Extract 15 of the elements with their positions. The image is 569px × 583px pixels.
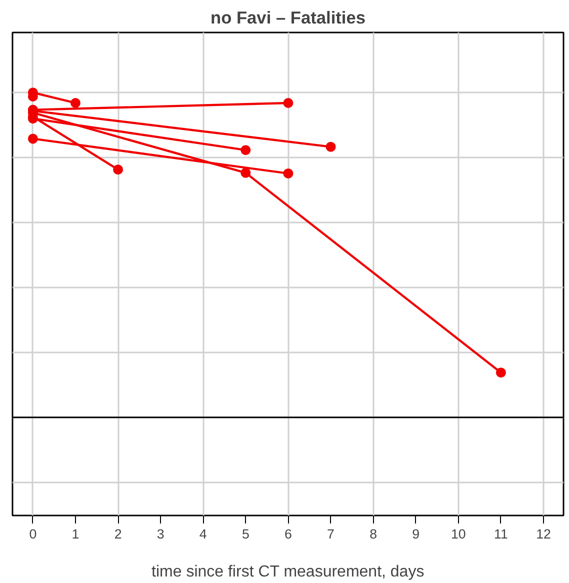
x-tick-label: 8 [370,526,378,542]
x-tick-label: 10 [450,526,466,542]
x-tick-label: 4 [199,526,208,542]
chart-title: no Favi – Fatalities [210,8,366,28]
x-tick-label: 0 [29,526,37,542]
x-tick-label: 3 [156,526,164,542]
x-tick-label: 7 [327,526,334,542]
x-axis-title: time since first CT measurement, days [152,564,424,580]
x-tick-label: 5 [242,526,250,542]
x-tick-label: 12 [536,526,551,542]
x-tick-label: 6 [284,526,292,542]
x-tick-label: 1 [72,526,80,542]
x-tick-label: 11 [494,526,508,542]
x-tick-label: 2 [114,526,122,542]
x-tick-label: 9 [412,526,420,542]
